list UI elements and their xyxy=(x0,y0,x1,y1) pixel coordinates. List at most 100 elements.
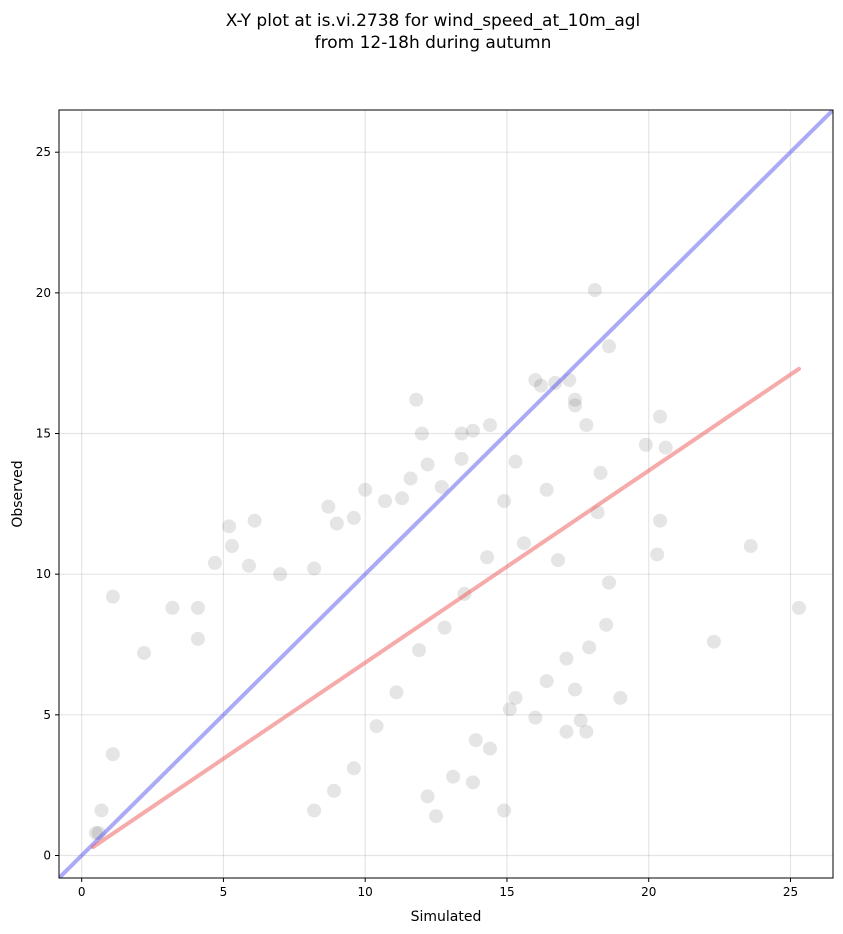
data-point xyxy=(434,479,449,494)
data-point xyxy=(497,803,512,818)
data-point xyxy=(346,761,361,776)
data-point xyxy=(389,685,404,700)
data-point xyxy=(207,555,222,570)
data-point xyxy=(137,645,152,660)
data-point xyxy=(482,741,497,756)
scatter-points xyxy=(88,283,806,840)
data-point xyxy=(346,510,361,525)
data-point xyxy=(599,617,614,632)
data-point xyxy=(465,423,480,438)
data-point xyxy=(602,339,617,354)
x-tick-label: 15 xyxy=(499,885,514,899)
y-tick-label: 20 xyxy=(36,286,51,300)
data-point xyxy=(273,567,288,582)
data-point xyxy=(539,482,554,497)
y-tick-label: 10 xyxy=(36,567,51,581)
plot-frame xyxy=(58,109,834,879)
data-point xyxy=(358,482,373,497)
data-point xyxy=(307,561,322,576)
axis-ticks: 0 5 10 15 20 25 0 5 10 15 20 25 xyxy=(36,145,798,899)
data-point xyxy=(454,451,469,466)
data-point xyxy=(429,809,444,824)
identity-line xyxy=(59,110,833,878)
data-point xyxy=(224,539,239,554)
data-point xyxy=(791,600,806,615)
y-tick-label: 5 xyxy=(43,708,51,722)
data-point xyxy=(559,724,574,739)
data-point xyxy=(480,550,495,565)
data-point xyxy=(395,491,410,506)
data-point xyxy=(653,513,668,528)
data-point xyxy=(105,747,120,762)
data-point xyxy=(403,471,418,486)
x-tick-label: 25 xyxy=(783,885,798,899)
data-point xyxy=(409,392,424,407)
x-tick-label: 0 xyxy=(78,885,86,899)
data-point xyxy=(482,418,497,433)
data-point xyxy=(539,674,554,689)
reference-lines xyxy=(59,110,833,878)
data-point xyxy=(307,803,322,818)
data-point xyxy=(579,418,594,433)
data-point xyxy=(502,702,517,717)
data-point xyxy=(559,651,574,666)
data-point xyxy=(329,516,344,531)
data-point xyxy=(573,713,588,728)
x-tick-label: 5 xyxy=(220,885,228,899)
data-point xyxy=(165,600,180,615)
x-tick-label: 10 xyxy=(358,885,373,899)
data-point xyxy=(528,710,543,725)
data-point xyxy=(579,724,594,739)
y-tick-label: 25 xyxy=(36,145,51,159)
data-point xyxy=(587,283,602,298)
data-point xyxy=(190,631,205,646)
data-point xyxy=(516,536,531,551)
data-point xyxy=(222,519,237,534)
data-point xyxy=(378,494,393,509)
data-point xyxy=(743,539,758,554)
data-point xyxy=(420,457,435,472)
y-tick-label: 0 xyxy=(43,848,51,862)
data-point xyxy=(653,409,668,424)
data-point xyxy=(420,789,435,804)
data-point xyxy=(414,426,429,441)
fit-line xyxy=(91,366,801,850)
data-point xyxy=(465,775,480,790)
chart-subtitle: from 12-18h during autumn xyxy=(315,33,552,53)
data-point xyxy=(550,553,565,568)
data-point xyxy=(412,643,427,658)
data-point xyxy=(454,426,469,441)
data-point xyxy=(650,547,665,562)
data-point xyxy=(528,373,543,388)
data-point xyxy=(638,437,653,452)
data-point xyxy=(508,454,523,469)
data-point xyxy=(602,575,617,590)
data-point xyxy=(105,589,120,604)
chart-title: X-Y plot at is.vi.2738 for wind_speed_at… xyxy=(226,11,641,31)
data-point xyxy=(533,378,548,393)
data-point xyxy=(437,620,452,635)
data-point xyxy=(568,398,582,413)
data-point xyxy=(568,392,582,407)
data-point xyxy=(369,719,384,734)
y-axis-label: Observed xyxy=(10,460,26,527)
data-point xyxy=(613,690,628,705)
data-point xyxy=(190,600,205,615)
data-point xyxy=(497,494,512,509)
data-point xyxy=(468,733,483,748)
data-point xyxy=(582,640,597,655)
data-point xyxy=(327,783,342,798)
data-point xyxy=(321,499,336,514)
data-point xyxy=(446,769,461,784)
data-point xyxy=(658,440,673,455)
x-axis-label: Simulated xyxy=(411,909,482,925)
data-point xyxy=(94,803,109,818)
data-point xyxy=(247,513,262,528)
data-point xyxy=(508,690,523,705)
data-point xyxy=(568,682,582,697)
data-point xyxy=(241,558,256,573)
data-point xyxy=(706,634,721,649)
data-point xyxy=(593,465,608,480)
y-tick-label: 15 xyxy=(36,427,51,441)
